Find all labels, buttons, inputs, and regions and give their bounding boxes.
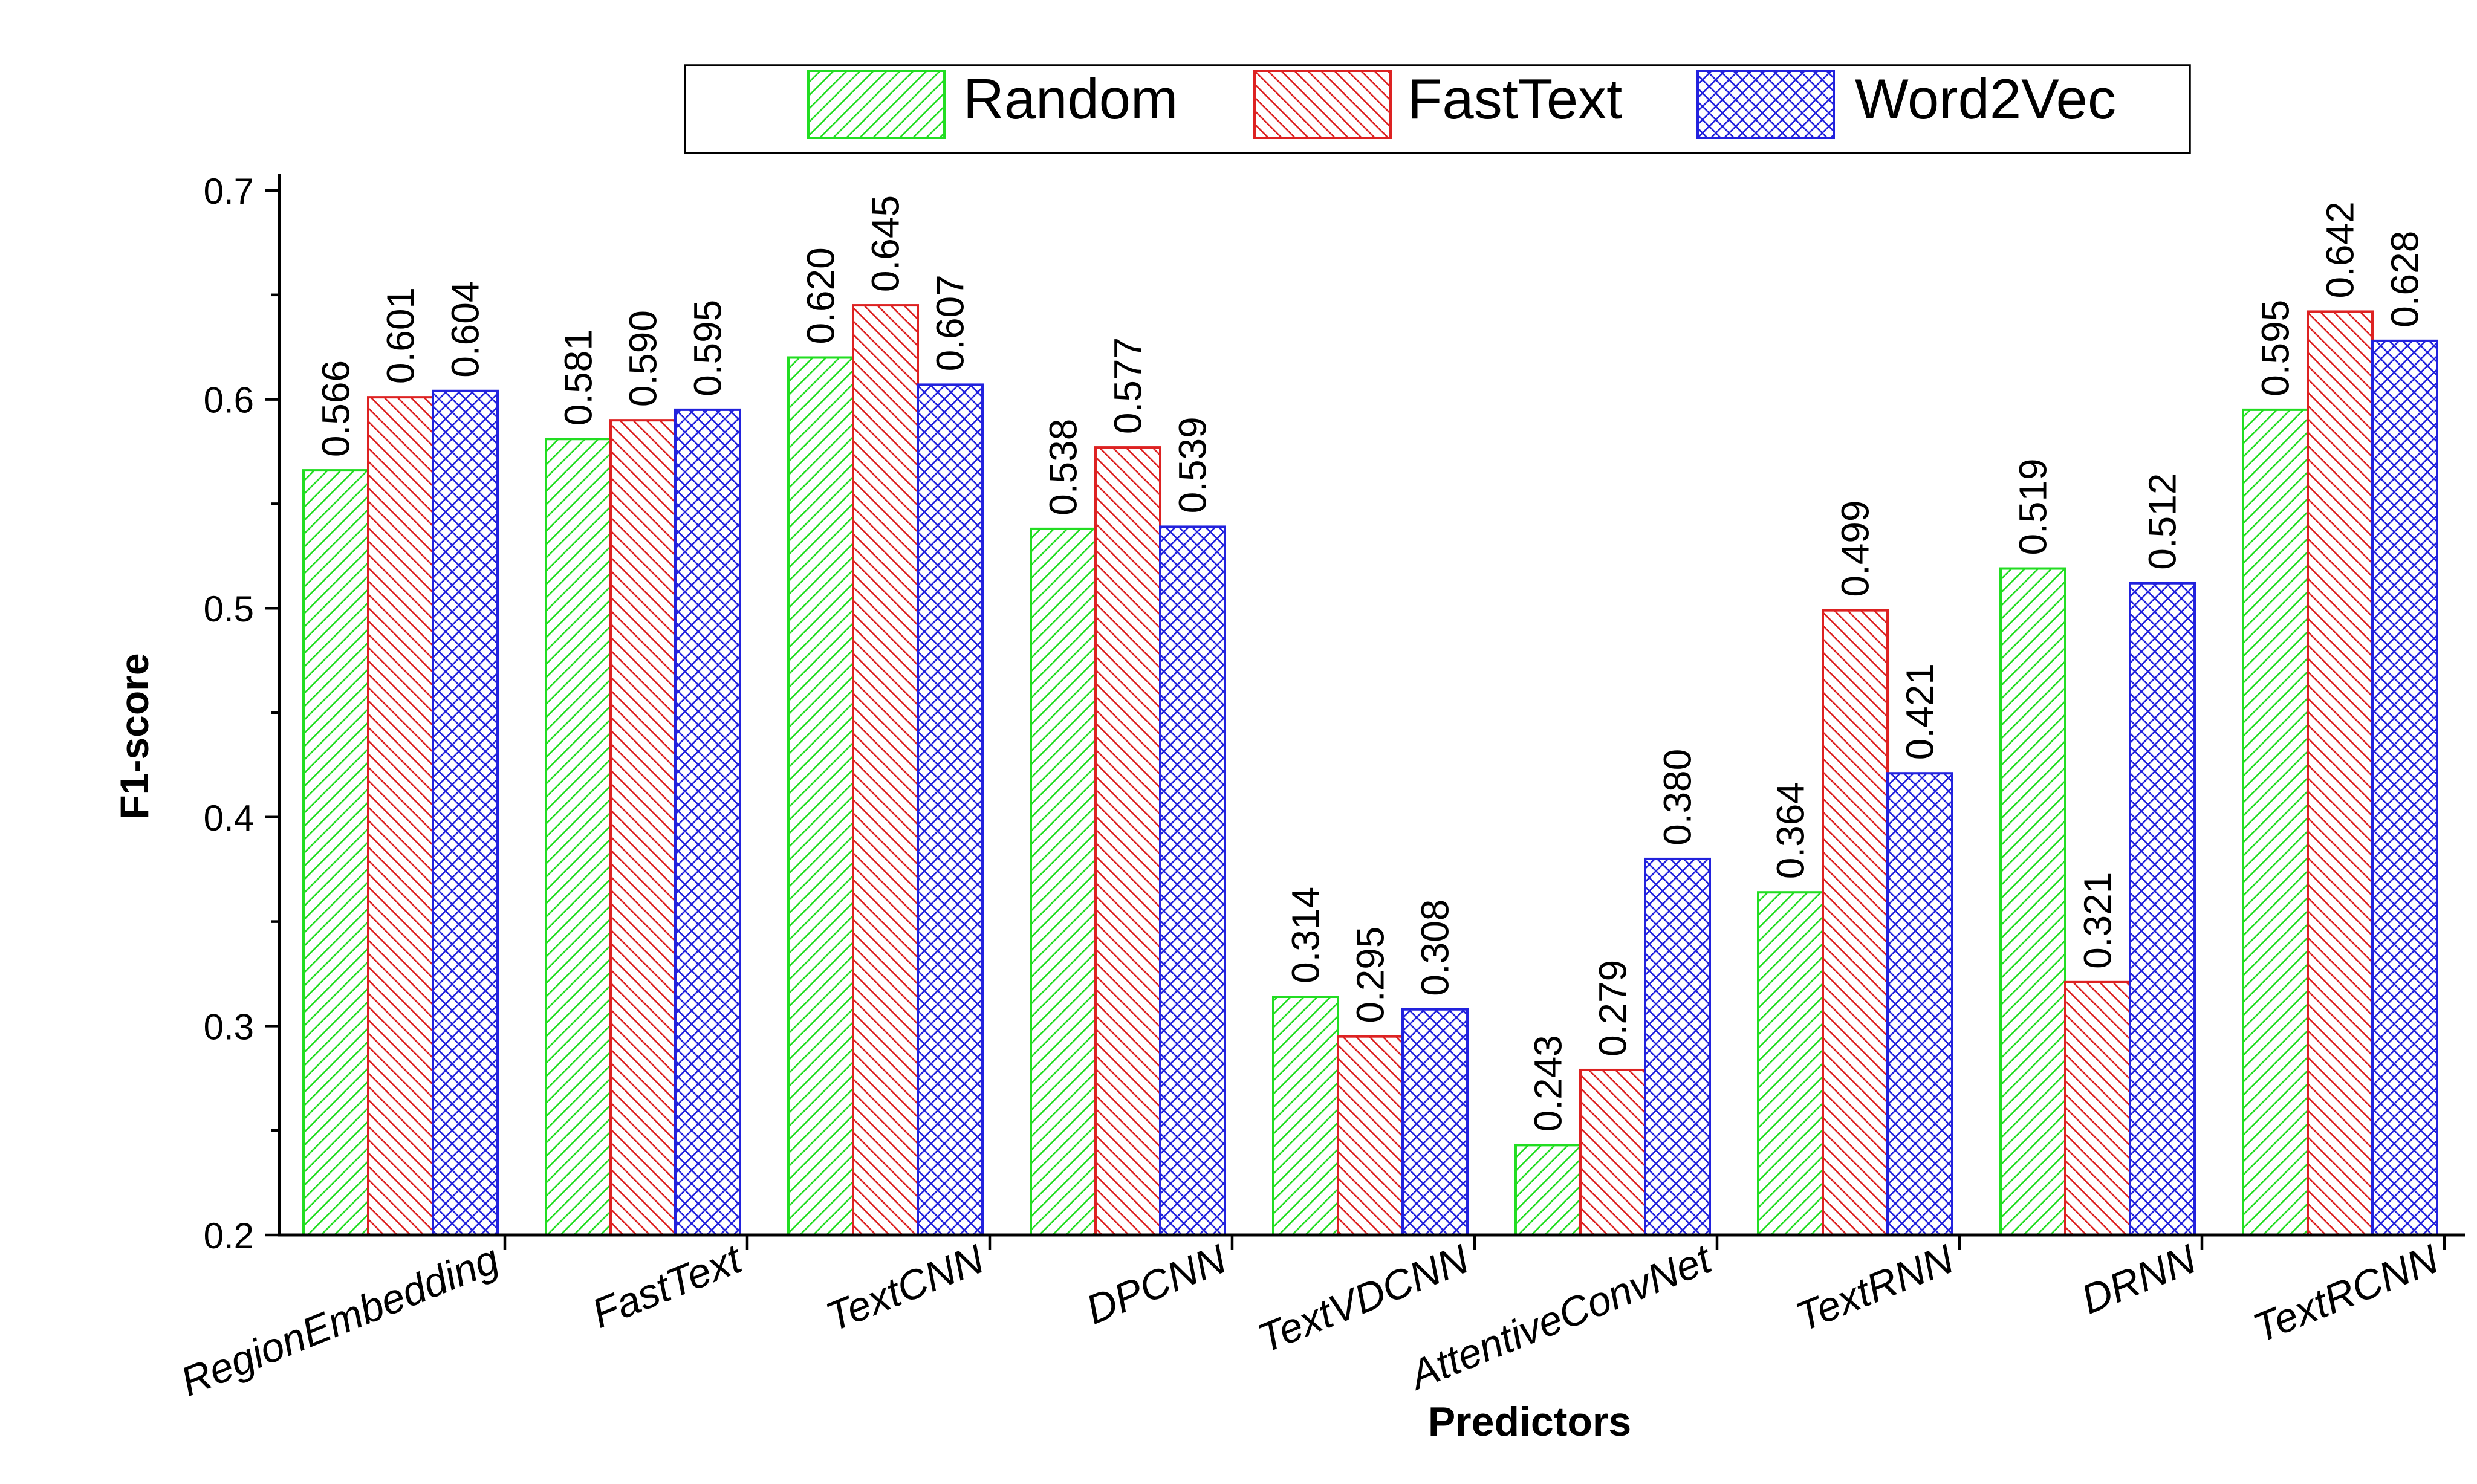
bar-random-drnn <box>1999 567 2066 1236</box>
value-labels-layer: 0.566 0.581 0.620 0.538 0.314 0.243 0.364 0.519… <box>314 195 2427 1132</box>
bar-random-textcnn <box>787 356 854 1236</box>
legend-label-random: Random <box>963 67 1178 131</box>
bar-word2vec-attentiveconvnet <box>1644 857 1711 1237</box>
legend-swatch-fasttext <box>1253 70 1392 139</box>
value-label: 0.539 <box>1171 416 1215 513</box>
y-axis-title: F1-score <box>112 653 157 819</box>
y-tick-label: 0.5 <box>204 589 254 629</box>
bar-fasttext-textvdcnn <box>1337 1035 1404 1237</box>
bar-word2vec-regionembedding <box>432 389 499 1236</box>
value-label: 0.279 <box>1591 960 1635 1057</box>
bars-layer <box>302 304 2438 1237</box>
bar-random-dpcnn <box>1030 527 1097 1237</box>
y-tick-label: 0.7 <box>204 171 254 212</box>
bar-fasttext-regionembedding <box>367 396 434 1236</box>
value-label: 0.645 <box>864 195 907 292</box>
bar-fasttext-textrnn <box>1822 609 1889 1236</box>
value-label: 0.620 <box>799 247 843 344</box>
y-ticks: 0.2 0.3 0.4 0.5 0.6 0.7 <box>204 171 279 1256</box>
bar-word2vec-dpcnn <box>1159 525 1226 1236</box>
bar-random-regionembedding <box>302 469 369 1236</box>
x-ticks: RegionEmbedding FastText TextCNN DPCNN TextV… <box>174 1235 2446 1405</box>
bar-random-textvdcnn <box>1272 996 1339 1236</box>
legend-label-word2vec: Word2Vec <box>1855 67 2116 131</box>
legend-label-fasttext: FastText <box>1407 67 1622 131</box>
value-label: 0.321 <box>2076 872 2120 969</box>
y-tick-label: 0.2 <box>204 1216 254 1256</box>
bar-word2vec-textvdcnn <box>1401 1008 1469 1236</box>
value-label: 0.519 <box>2011 458 2055 555</box>
x-tick-label: RegionEmbedding <box>174 1236 505 1405</box>
bar-word2vec-textrcnn <box>2371 339 2438 1236</box>
value-label: 0.590 <box>622 310 665 407</box>
y-tick-label: 0.3 <box>204 1006 254 1047</box>
value-label: 0.512 <box>2141 473 2184 570</box>
x-tick-label: TextRCNN <box>2247 1236 2445 1352</box>
value-label: 0.577 <box>1106 337 1150 434</box>
legend-swatch-random <box>807 70 946 139</box>
bar-random-textrcnn <box>2242 408 2309 1236</box>
x-tick-label: TextCNN <box>820 1236 991 1340</box>
value-label: 0.499 <box>1834 500 1877 597</box>
value-label: 0.421 <box>1898 663 1942 760</box>
legend-items: Random FastText Word2Vec <box>807 67 2116 139</box>
x-tick-label: DPCNN <box>1080 1236 1233 1333</box>
x-tick-label: TextRNN <box>1790 1236 1961 1340</box>
value-label: 0.581 <box>557 329 600 426</box>
value-label: 0.243 <box>1527 1035 1570 1132</box>
bar-random-textrnn <box>1757 891 1824 1236</box>
bar-fasttext-attentiveconvnet <box>1579 1068 1646 1236</box>
value-label: 0.364 <box>1769 782 1813 879</box>
value-label: 0.604 <box>444 281 487 378</box>
value-label: 0.595 <box>686 300 730 397</box>
value-label: 0.380 <box>1656 749 1699 846</box>
bar-word2vec-textrnn <box>1886 772 1953 1236</box>
value-label: 0.607 <box>929 274 972 371</box>
bar-random-attentiveconvnet <box>1514 1144 1582 1236</box>
bar-fasttext-fasttext <box>609 419 677 1236</box>
value-label: 0.566 <box>314 360 358 457</box>
value-label: 0.595 <box>2254 300 2297 397</box>
x-axis-title: Predictors <box>1428 1399 1631 1445</box>
legend: Random FastText Word2Vec <box>684 64 2191 154</box>
value-label: 0.642 <box>2319 201 2362 298</box>
y-tick-label: 0.6 <box>204 380 254 421</box>
value-label: 0.601 <box>379 287 423 384</box>
value-label: 0.308 <box>1414 899 1457 996</box>
bar-fasttext-textcnn <box>852 304 919 1237</box>
value-label: 0.628 <box>2383 231 2427 328</box>
x-tick-label: DRNN <box>2075 1236 2203 1323</box>
legend-swatch-word2vec <box>1696 70 1835 139</box>
bar-random-fasttext <box>545 438 612 1236</box>
bar-word2vec-drnn <box>2129 582 2196 1236</box>
bar-fasttext-dpcnn <box>1094 446 1161 1236</box>
value-label: 0.538 <box>1042 419 1085 516</box>
value-label: 0.295 <box>1349 927 1392 1023</box>
bar-word2vec-textcnn <box>917 383 984 1237</box>
bar-fasttext-textrcnn <box>2307 310 2374 1236</box>
bar-word2vec-fasttext <box>674 408 741 1236</box>
x-tick-label: FastText <box>586 1235 750 1337</box>
value-label: 0.314 <box>1284 887 1328 983</box>
y-tick-label: 0.4 <box>204 798 254 838</box>
bar-fasttext-drnn <box>2064 980 2131 1236</box>
